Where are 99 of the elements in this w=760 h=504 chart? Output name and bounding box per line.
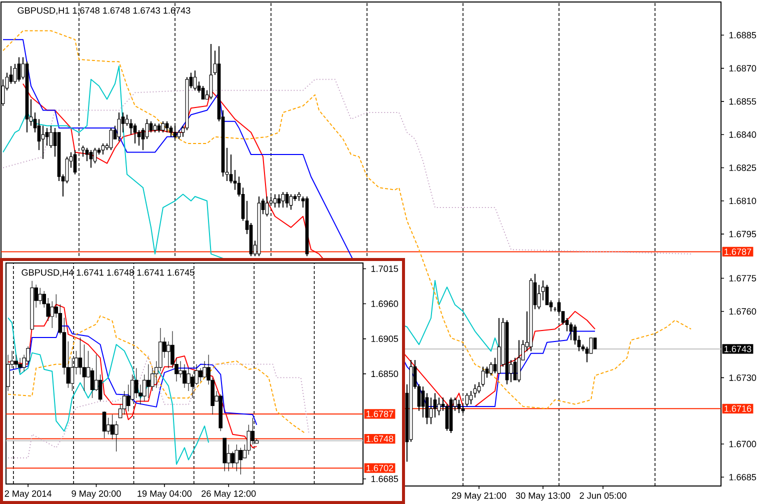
candlestick: [209, 43, 213, 100]
line-series: [8, 315, 306, 434]
candlestick: [13, 63, 17, 84]
ref-line-label: 1.6716: [724, 405, 752, 412]
candlestick: [50, 300, 54, 328]
y-tick-label: 1.6810: [729, 198, 756, 204]
candlestick: [273, 194, 277, 208]
candlestick: [473, 384, 477, 398]
candlestick: [146, 364, 150, 398]
candlestick: [230, 451, 235, 468]
x-tick-label: 26 May 12:00: [202, 490, 256, 499]
x-tick-label: 19 May 04:00: [138, 490, 192, 499]
y-tick-label: 1.6905: [371, 336, 398, 342]
y-tick-label: 1.6700: [729, 440, 756, 448]
candlestick: [246, 424, 251, 455]
candlestick: [93, 147, 97, 164]
candlestick: [198, 368, 202, 382]
candlestick: [165, 120, 169, 133]
candlestick: [110, 414, 114, 440]
candlestick: [81, 145, 85, 158]
x-tick-label: 9 May 20:00: [72, 490, 121, 499]
ref-line-label: 1.6702: [366, 464, 394, 472]
candlestick: [421, 386, 425, 418]
candlestick: [138, 384, 142, 405]
ref-line-label: 1.6743: [724, 346, 752, 352]
candlestick: [593, 337, 597, 350]
candlestick: [229, 154, 233, 184]
candlestick: [469, 390, 473, 405]
y-tick-label: 1.6825: [729, 164, 756, 171]
line-series: [2, 30, 692, 410]
chart-title: GBPUSD,H1 1.6748 1.6748 1.6743 1.6743: [18, 7, 190, 15]
x-tick-label: 30 May 13:00: [516, 492, 570, 501]
candlestick: [537, 284, 541, 310]
y-tick-label: 1.6840: [729, 131, 756, 138]
candlestick: [102, 411, 106, 438]
candlestick: [149, 120, 153, 133]
candlestick: [114, 420, 118, 452]
y-tick-label: 1.6870: [729, 65, 756, 72]
candlestick: [433, 392, 437, 418]
candlestick: [541, 280, 545, 301]
candlestick: [457, 399, 461, 414]
ref-line-label: 1.6748: [366, 436, 394, 442]
y-tick-label: 1.6775: [729, 275, 756, 282]
candlestick: [429, 397, 433, 425]
x-tick-label: 2 Jun 05:00: [580, 492, 626, 499]
candlestick: [85, 147, 89, 162]
ref-line-label: 1.6787: [724, 248, 752, 255]
candlestick: [65, 156, 69, 184]
candlestick: [489, 362, 493, 376]
candlestick: [285, 192, 289, 208]
candlestick: [234, 444, 239, 472]
y-tick-label: 1.6685: [729, 474, 756, 480]
candlestick: [182, 364, 186, 388]
candlestick: [445, 404, 449, 432]
y-tick-label: 1.6760: [729, 308, 756, 315]
candlestick: [573, 324, 577, 346]
y-tick-label: 1.6855: [729, 98, 756, 105]
candlestick: [233, 169, 237, 190]
candlestick: [101, 142, 105, 155]
line-series: [8, 355, 310, 458]
candlestick: [129, 118, 133, 136]
text: GBPUSD,H4 1.6741 1.6748 1.6741 1.6745: [22, 269, 194, 277]
y-tick-label: 1.7015: [371, 266, 398, 272]
candlestick: [137, 130, 141, 146]
candlestick: [166, 341, 170, 368]
candlestick: [465, 392, 469, 407]
candlestick: [78, 337, 82, 375]
candlestick: [73, 150, 77, 175]
x-tick-label: 29 May 21:00: [452, 492, 506, 501]
candlestick: [98, 374, 102, 402]
candlestick: [9, 66, 13, 84]
candlestick: [169, 125, 173, 138]
ref-line-label: 1.6787: [366, 410, 394, 418]
candlestick: [82, 344, 86, 392]
candlestick: [90, 368, 94, 398]
y-tick-label: 1.6850: [371, 370, 398, 378]
candlestick: [289, 194, 293, 210]
y-tick-label: 1.6885: [729, 32, 756, 38]
line-series: [8, 317, 210, 465]
candlestick: [38, 288, 42, 305]
candlestick: [41, 125, 45, 160]
candlestick: [121, 112, 125, 133]
candlestick: [125, 114, 129, 126]
candlestick: [277, 194, 281, 208]
candlestick: [49, 125, 53, 148]
y-tick-label: 1.6730: [729, 374, 756, 381]
candlestick: [18, 358, 22, 373]
y-tick-label: 1.6795: [729, 230, 756, 238]
candlestick: [202, 360, 206, 378]
candlestick: [45, 127, 49, 146]
y-tick-label: 1.6960: [371, 300, 398, 307]
candlestick: [238, 447, 243, 475]
candlestick: [145, 118, 149, 140]
candlestick: [161, 120, 165, 133]
candlestick: [477, 382, 481, 394]
x-tick-label: 2 May 2014: [4, 490, 52, 499]
candlestick: [141, 127, 145, 151]
line-series: [8, 304, 258, 448]
y-tick-label: 1.6685: [371, 476, 398, 482]
